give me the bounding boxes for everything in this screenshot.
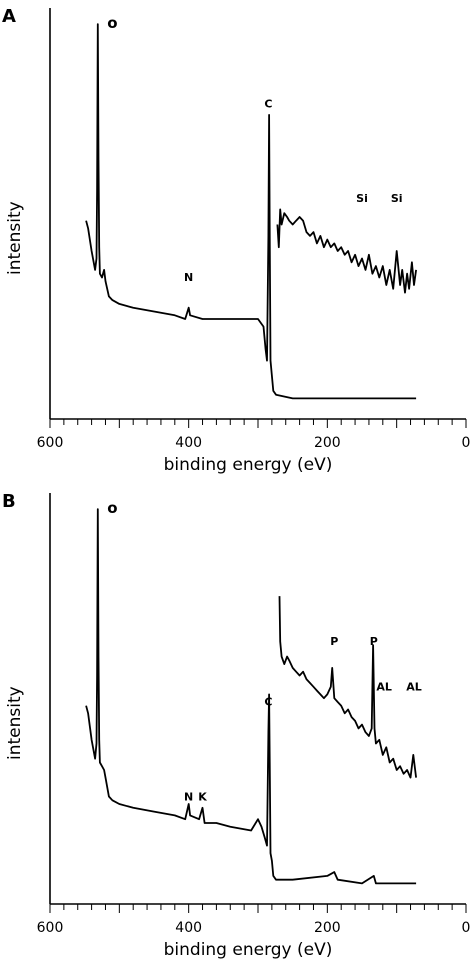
- x-tick-label: 0: [462, 435, 471, 451]
- peak-label: P: [330, 635, 338, 648]
- peak-label: K: [198, 790, 207, 803]
- spectrum-expanded-line: [278, 596, 417, 779]
- spectrum-expanded-line: [276, 208, 417, 294]
- spectrum-line: [85, 508, 417, 885]
- panel-label: B: [2, 491, 16, 512]
- peak-label: AL: [376, 681, 392, 694]
- spectrum-line: [85, 23, 417, 400]
- x-tick-label: 400: [175, 920, 202, 936]
- peak-label: C: [264, 696, 272, 709]
- panel-label: A: [2, 6, 16, 27]
- chart-a-svg: 600 400 200 0 binding energy (eV) intensity A o…: [2, 6, 471, 475]
- x-tick-label: 200: [314, 920, 341, 936]
- peak-label: o: [107, 14, 117, 32]
- peak-label: N: [184, 271, 193, 284]
- y-axis-label: intensity: [5, 686, 25, 760]
- peak-label: AL: [406, 681, 422, 694]
- x-axis-label: binding energy (eV): [164, 940, 333, 960]
- x-tick-label: 0: [462, 920, 471, 936]
- x-tick-label: 600: [37, 920, 64, 936]
- x-tick-label: 600: [37, 435, 64, 451]
- peak-label: N: [184, 790, 193, 803]
- x-tick-label: 200: [314, 435, 341, 451]
- x-axis-label: binding energy (eV): [164, 455, 333, 475]
- chart-b-svg: 600 400 200 0 binding energy (eV) intensity B o…: [2, 491, 471, 960]
- peak-label: P: [370, 635, 378, 648]
- peak-label: o: [107, 499, 117, 517]
- peak-label: C: [264, 97, 272, 110]
- y-axis-label: intensity: [5, 201, 25, 275]
- x-tick-label: 400: [175, 435, 202, 451]
- peak-label: Si: [391, 192, 403, 205]
- peak-label: Si: [356, 192, 368, 205]
